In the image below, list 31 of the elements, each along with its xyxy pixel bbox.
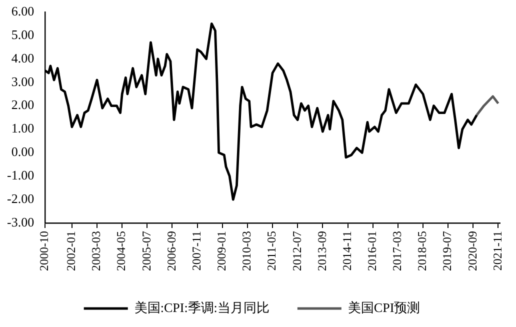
y-tick-label: 5.00 (11, 26, 34, 42)
x-tick-label: 2006-09 (164, 231, 178, 272)
y-tick-label: 3.00 (11, 74, 34, 89)
x-tick-label: 2012-07 (290, 231, 304, 272)
y-tick-label: 0.00 (11, 144, 34, 160)
y-tick-label: 4.00 (11, 50, 34, 66)
y-tick-label: 2.00 (11, 97, 34, 112)
y-tick-label: -1.00 (6, 168, 34, 183)
x-tick-label: 2011-05 (264, 231, 279, 271)
y-tick-label: -2.00 (6, 190, 34, 206)
x-tick-label: 2013-09 (314, 231, 329, 272)
x-tick-label: 2017-03 (390, 231, 404, 272)
y-tick-label: 1.00 (11, 120, 34, 136)
x-tick-label: 2021-11 (490, 231, 504, 271)
y-tick-label: -3.00 (6, 214, 34, 230)
x-tick-label: 2002-01 (64, 231, 78, 272)
x-tick-label: 2009-01 (214, 231, 229, 272)
x-tick-label: 2004-05 (114, 231, 128, 272)
x-tick-label: 2000-10 (37, 231, 52, 272)
x-tick-label: 2010-03 (240, 231, 254, 272)
x-tick-label: 2003-03 (89, 231, 104, 272)
legend-label: 美国CPI预测 (348, 300, 420, 315)
x-tick-label: 2014-11 (340, 231, 354, 271)
y-tick-label: 6.00 (11, 3, 34, 18)
legend-label: 美国:CPI:季调:当月同比 (134, 300, 270, 315)
x-tick-label: 2007-11 (189, 231, 204, 271)
x-tick-label: 2020-09 (465, 231, 480, 272)
x-tick-label: 2019-07 (440, 231, 454, 272)
x-tick-label: 2016-01 (364, 231, 379, 272)
x-tick-label: 2018-05 (415, 231, 430, 272)
x-tick-label: 2005-07 (139, 231, 154, 272)
